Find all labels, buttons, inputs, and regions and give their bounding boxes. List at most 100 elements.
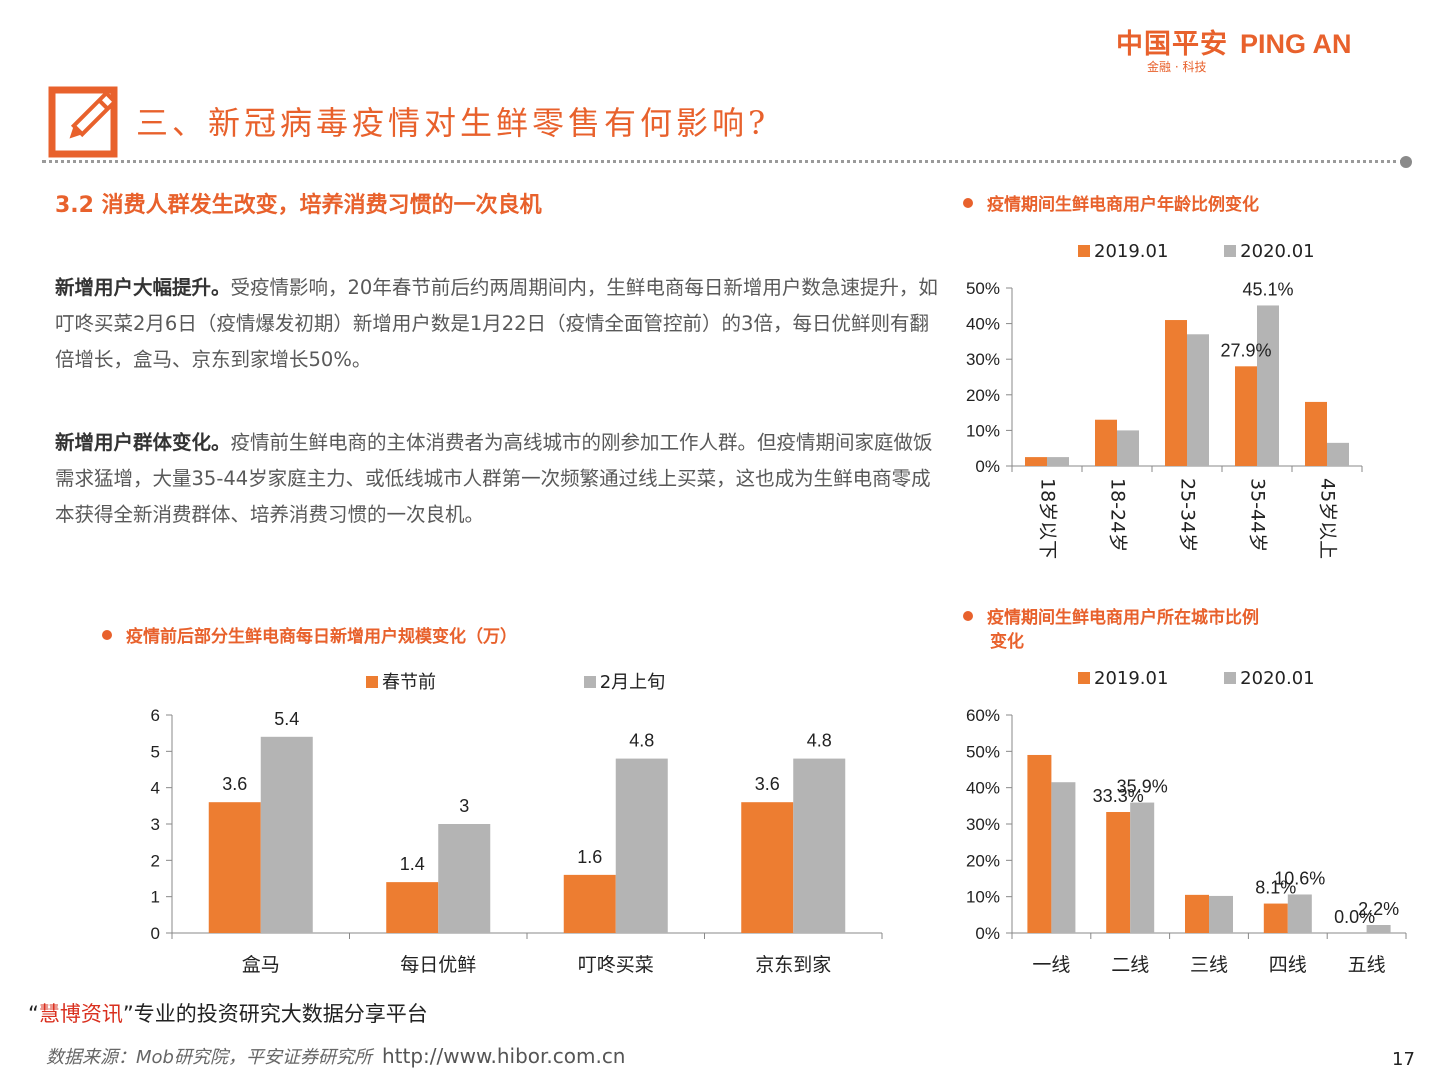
bar-2019.01-18岁以下 [1025, 457, 1047, 466]
data-label: 27.9% [1220, 340, 1271, 360]
bar-春节前-京东到家 [741, 802, 794, 933]
chart-title-daily: 疫情前后部分生鲜电商每日新增用户规模变化（万） [102, 622, 517, 647]
bar-2019.01-二线 [1106, 812, 1131, 933]
y-tick-label: 40% [966, 315, 1000, 334]
y-tick-label: 20% [966, 386, 1000, 405]
footer-brand: 慧博资讯 [38, 1002, 123, 1026]
paragraph-body: 疫情前生鲜电商的主体消费者为高线城市的刚参加工作人群。但疫情期间家庭做饭需求猛增… [55, 431, 933, 526]
bar-2020.01-二线 [1130, 802, 1155, 933]
x-tick-label: 25-34岁 [1177, 478, 1199, 552]
bar-2020.01-三线 [1209, 895, 1233, 933]
y-tick-label: 6 [151, 706, 160, 725]
x-tick-label: 18岁以下 [1037, 478, 1059, 559]
x-tick-label: 盒马 [242, 954, 280, 976]
page-title: 三、新冠病毒疫情对生鲜零售有何影响? [136, 104, 770, 142]
paragraph-body: 受疫情影响，20年春节前后约两周期间内，生鲜电商每日新增用户数急速提升，如叮咚买… [55, 276, 938, 371]
data-label: 2.2% [1358, 899, 1399, 919]
y-tick-label: 30% [966, 350, 1000, 369]
x-tick-label: 每日优鲜 [400, 954, 476, 976]
x-tick-label: 四线 [1269, 954, 1307, 976]
data-label: 3.6 [222, 774, 247, 794]
title-divider [42, 160, 1404, 163]
bar-2020.01-18岁以下 [1047, 457, 1069, 466]
bar-2020.01-五线 [1366, 925, 1391, 933]
bar-2020.01-35-44岁 [1257, 305, 1279, 466]
legend-item: 2020.01 [1224, 668, 1315, 689]
bar-2020.01-45岁以上 [1327, 442, 1349, 466]
data-label: 0.0% [1334, 907, 1375, 927]
bar-春节前-叮咚买菜 [563, 874, 616, 933]
logo: 中国平安 PING AN [1116, 22, 1352, 61]
divider-end-dot [1400, 156, 1412, 168]
data-label: 3 [459, 796, 469, 816]
y-tick-label: 0% [975, 457, 1000, 476]
bar-2019.01-三线 [1185, 894, 1209, 933]
logo-en: PING AN [1240, 29, 1352, 59]
age-ratio-chart: 0% 10% 20% 30% 40% 50% 18岁以下 18-24岁 25-34岁 35-44岁… [966, 279, 1363, 559]
y-tick-label: 10% [966, 888, 1000, 907]
x-tick-label: 一线 [1032, 954, 1070, 976]
y-tick-label: 0% [975, 924, 1000, 943]
data-label: 3.6 [755, 774, 780, 794]
legend-age: 2019.01 2020.01 [1078, 241, 1315, 262]
footer-url[interactable]: http://www.hibor.com.cn [381, 1044, 626, 1068]
chart-title-text: 疫情前后部分生鲜电商每日新增用户规模变化（万） [126, 627, 517, 647]
data-label: 10.6% [1274, 868, 1325, 888]
x-tick-label: 京东到家 [755, 954, 831, 976]
bar-2月上旬-盒马 [260, 736, 313, 933]
pencil-note-icon [48, 86, 118, 158]
paragraph-new-users: 新增用户大幅提升。受疫情影响，20年春节前后约两周期间内，生鲜电商每日新增用户数… [55, 270, 940, 378]
source-note: 数据来源：Mob研究院，平安证券研究所 [46, 1047, 372, 1068]
x-tick-label: 45岁以上 [1317, 478, 1339, 559]
y-tick-label: 5 [151, 742, 160, 761]
data-label: 33.3% [1093, 786, 1144, 806]
bar-2020.01-四线 [1287, 894, 1312, 933]
footer-source: 数据来源：Mob研究院，平安证券研究所 http://www.hibor.com.… [46, 1043, 625, 1069]
bar-2月上旬-每日优鲜 [438, 824, 491, 933]
y-tick-label: 20% [966, 851, 1000, 870]
legend-item: 2月上旬 [583, 672, 665, 693]
legend-daily: 春节前 2月上旬 [366, 668, 665, 694]
bar-2020.01-一线 [1051, 782, 1076, 933]
bar-春节前-盒马 [208, 802, 261, 933]
bar-2019.01-18-24岁 [1095, 419, 1117, 466]
bullet-dot [963, 611, 973, 621]
y-tick-label: 4 [151, 779, 160, 798]
bar-2019.01-35-44岁 [1235, 366, 1257, 466]
legend-city: 2019.01 2020.01 [1078, 668, 1315, 689]
daily-new-users-chart: 0 1 2 3 4 5 6 盒马 每日优鲜 叮咚买菜 京东到家 3.6 1.4 1.6 3.6 5.4 3 4.8… [151, 706, 883, 976]
y-tick-label: 2 [151, 851, 160, 870]
bar-2月上旬-京东到家 [793, 758, 846, 933]
data-label: 1.4 [400, 854, 425, 874]
bullet-dot [963, 198, 973, 208]
logo-tagline: 金融 · 科技 [1147, 60, 1207, 74]
data-label: 5.4 [274, 709, 299, 729]
legend-item: 春节前 [366, 672, 436, 693]
paragraph-lead: 新增用户大幅提升。 [55, 276, 231, 299]
y-tick-label: 50% [966, 279, 1000, 298]
x-tick-label: 二线 [1111, 954, 1149, 976]
logo-cn: 中国平安 [1116, 29, 1228, 60]
data-label: 8.1% [1255, 878, 1296, 898]
legend-item: 2020.01 [1224, 241, 1315, 262]
y-tick-label: 50% [966, 742, 1000, 761]
data-label: 4.8 [807, 731, 832, 751]
x-tick-label: 35-44岁 [1247, 478, 1269, 552]
footer-slogan-text: 专业的投资研究大数据分享平台 [133, 1002, 428, 1026]
footer-slogan: “慧博资讯”专业的投资研究大数据分享平台 [28, 1002, 428, 1026]
paragraph-lead: 新增用户群体变化。 [55, 431, 231, 454]
data-label: 35.9% [1117, 777, 1168, 797]
bar-2019.01-25-34岁 [1165, 320, 1187, 466]
chart-title-text-cont: 变化 [990, 632, 1024, 652]
y-tick-label: 0 [151, 924, 160, 943]
y-tick-label: 1 [151, 888, 160, 907]
y-tick-label: 30% [966, 815, 1000, 834]
data-label: 45.1% [1242, 279, 1293, 299]
chart-title-text: 疫情期间生鲜电商用户年龄比例变化 [987, 195, 1259, 215]
y-tick-label: 40% [966, 779, 1000, 798]
bar-2019.01-45岁以上 [1305, 401, 1327, 466]
legend-item: 2019.01 [1078, 241, 1168, 262]
legend-item: 2019.01 [1078, 668, 1168, 689]
x-tick-label: 叮咚买菜 [578, 954, 654, 976]
x-tick-label: 三线 [1190, 954, 1228, 976]
